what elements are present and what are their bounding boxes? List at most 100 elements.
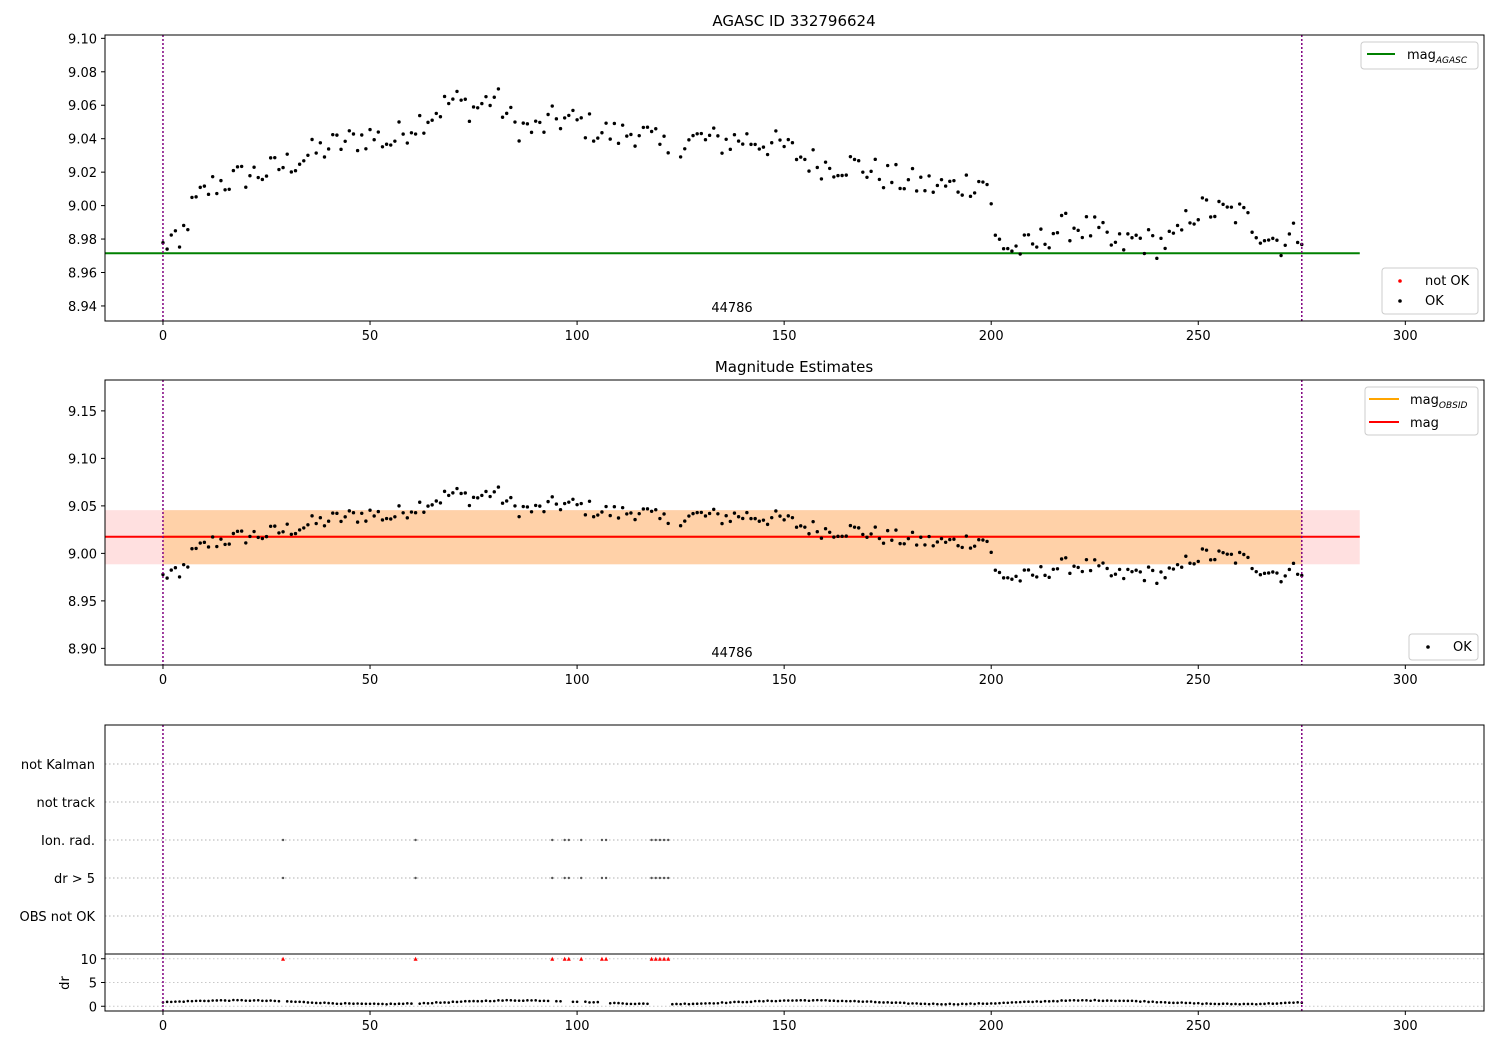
dr-point: [1068, 999, 1072, 1002]
data-point-ok: [861, 532, 865, 537]
data-point-ok: [459, 491, 463, 496]
dr-point: [385, 1002, 388, 1006]
data-point-ok: [198, 185, 202, 190]
data-point-ok: [542, 130, 546, 134]
data-point-ok: [832, 535, 836, 539]
data-point-ok: [931, 190, 935, 194]
flag-row-label: not Kalman: [21, 758, 95, 773]
dr-point: [1018, 1000, 1022, 1004]
dr-point: [1225, 1002, 1229, 1005]
data-point-ok: [865, 535, 869, 539]
data-point-ok: [1146, 228, 1151, 232]
data-point-ok: [1142, 251, 1147, 256]
data-point-ok: [948, 537, 952, 542]
dr-point: [447, 1001, 451, 1004]
data-point-ok: [1030, 573, 1035, 577]
data-point-ok: [786, 514, 790, 518]
dr-tick-label: 0: [89, 1000, 97, 1015]
dr-point: [455, 1000, 459, 1004]
dr-point: [1279, 1001, 1283, 1005]
data-point-ok: [335, 511, 339, 516]
dr-point: [261, 999, 264, 1003]
data-point-ok: [1213, 557, 1217, 562]
data-point-ok: [1055, 231, 1060, 235]
dr-clipped-marker: [604, 956, 609, 961]
data-point-ok: [778, 514, 782, 518]
dr-point: [1085, 999, 1088, 1002]
dr-point: [1192, 1002, 1196, 1005]
dr-point: [1060, 999, 1063, 1002]
data-point-ok: [264, 534, 269, 539]
dr-point: [269, 999, 272, 1002]
data-point-ok: [703, 514, 708, 518]
dr-point: [1275, 1002, 1279, 1005]
dr-point: [1010, 1001, 1014, 1004]
dr-point: [1118, 999, 1121, 1003]
dr-point: [1259, 1002, 1262, 1006]
x-tick-label: 50: [362, 329, 379, 344]
dr-point: [372, 1002, 376, 1005]
data-point-ok: [1010, 577, 1014, 581]
data-point-ok: [836, 173, 840, 178]
dr-point: [1250, 1002, 1254, 1006]
data-point-ok: [562, 116, 567, 120]
data-point-ok: [939, 536, 944, 541]
data-point-ok: [902, 187, 906, 191]
data-point-ok: [480, 101, 484, 106]
data-point-ok: [579, 116, 583, 120]
data-point-ok: [169, 568, 173, 572]
data-point-ok: [194, 195, 198, 199]
dr-point: [472, 999, 475, 1003]
data-point-ok: [1059, 557, 1064, 561]
data-point-ok: [1122, 576, 1126, 581]
dr-point: [720, 1001, 724, 1004]
data-point-ok: [422, 131, 426, 135]
data-point-ok: [968, 194, 973, 199]
data-point-ok: [612, 121, 617, 126]
dr-point: [902, 1001, 906, 1005]
data-point-ok: [244, 185, 248, 189]
dr-point: [476, 999, 480, 1003]
data-point-ok: [1043, 573, 1047, 578]
dr-point: [1230, 1002, 1233, 1006]
data-point-ok: [645, 125, 650, 129]
dr-point: [439, 1001, 442, 1004]
dr-clipped-marker: [281, 956, 286, 961]
data-point-ok: [380, 518, 385, 522]
data-point-ok: [902, 542, 906, 546]
dr-point: [629, 1002, 633, 1006]
data-point-ok: [455, 486, 459, 491]
flag-marker: [604, 838, 608, 842]
data-point-ok: [1279, 253, 1283, 258]
dr-point: [890, 1001, 894, 1004]
obsid-label: 44786: [711, 301, 752, 316]
data-point-ok: [525, 505, 530, 509]
legend-mag-agasc: magAGASC: [1360, 41, 1479, 70]
data-point-ok: [1204, 548, 1209, 552]
x-tick-label: 100: [565, 673, 590, 688]
dr-point: [704, 1002, 707, 1005]
y-tick-label: 8.94: [68, 300, 97, 315]
data-point-ok: [504, 499, 509, 503]
x-tick-label: 150: [772, 673, 797, 688]
y-tick-label: 8.98: [68, 233, 97, 248]
panel-title: AGASC ID 332796624: [712, 12, 875, 30]
data-point-ok: [1221, 550, 1225, 555]
data-point-ok: [732, 133, 737, 137]
dr-point: [1209, 1002, 1212, 1006]
data-point-ok: [1001, 576, 1006, 580]
data-point-ok: [678, 524, 683, 528]
data-point-ok: [227, 187, 231, 191]
dr-point: [509, 999, 513, 1002]
x-tick-label: 100: [565, 329, 590, 344]
data-point-ok: [1271, 236, 1275, 241]
data-point-ok: [1275, 238, 1279, 242]
dr-point: [716, 1001, 720, 1005]
dr-point: [1076, 999, 1080, 1002]
dr-clipped-marker: [566, 956, 571, 961]
data-point-ok: [852, 157, 857, 162]
data-point-ok: [608, 513, 612, 518]
dr-point: [211, 999, 214, 1002]
data-point-ok: [972, 191, 977, 195]
x-tick-label: 0: [159, 1019, 167, 1034]
